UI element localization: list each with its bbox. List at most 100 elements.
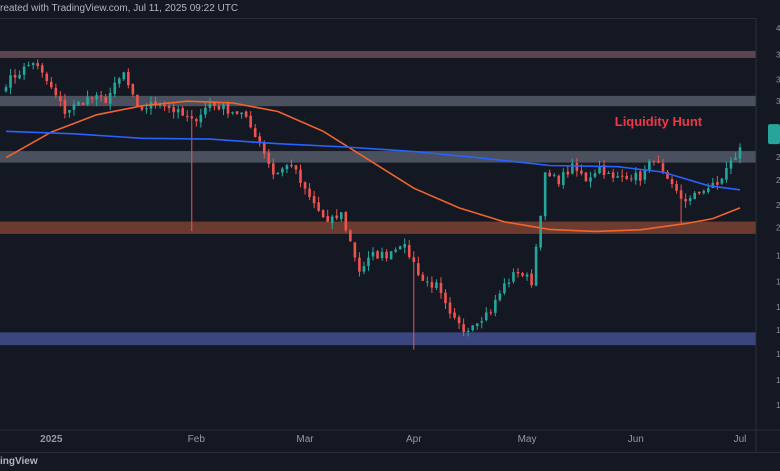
candle	[448, 297, 452, 319]
candle	[22, 62, 26, 80]
candle	[86, 90, 89, 107]
candle	[294, 164, 298, 175]
candle-body	[294, 165, 298, 170]
candle-body	[484, 312, 488, 321]
candle-body	[716, 182, 719, 185]
candle-body	[494, 299, 497, 313]
candle-body	[666, 171, 669, 179]
moving-averages-layer	[5, 100, 741, 233]
candle	[362, 261, 366, 275]
candle-body	[77, 101, 80, 106]
candle-body	[285, 165, 289, 170]
candle-body	[507, 282, 511, 284]
candle	[620, 169, 624, 182]
candle-body	[145, 108, 148, 110]
candle	[181, 105, 185, 117]
candle	[616, 171, 619, 178]
candle	[575, 158, 579, 177]
price-tick-label: 1	[776, 278, 780, 287]
candle	[629, 174, 633, 182]
candle	[507, 278, 511, 288]
brand-footer-text: ingView	[0, 456, 38, 467]
demand-zone	[0, 332, 756, 346]
candle	[18, 70, 21, 80]
candle	[598, 160, 601, 175]
candle-body	[711, 182, 715, 189]
candle	[290, 159, 293, 168]
candle-body	[389, 251, 393, 260]
price-tick-label: 2	[776, 201, 780, 210]
candles-layer	[4, 59, 742, 350]
candle-body	[50, 81, 53, 88]
candle-body	[675, 184, 678, 191]
candle-body	[457, 317, 461, 324]
price-tick-label: 4	[776, 24, 780, 33]
candle	[285, 163, 289, 174]
price-tick-label: 1	[776, 376, 780, 385]
candle	[426, 276, 429, 287]
candle	[231, 111, 234, 115]
price-tick-label: 2	[776, 176, 780, 185]
candle-body	[720, 178, 724, 184]
candle-body	[693, 192, 696, 200]
candle-body	[516, 271, 520, 274]
candle	[204, 102, 207, 119]
candle	[444, 289, 447, 309]
candle	[4, 84, 8, 93]
time-tick-label: Jul	[734, 434, 747, 445]
candle-body	[99, 95, 103, 97]
candle	[45, 71, 49, 85]
candle	[670, 176, 674, 189]
price-tick-label: 1	[776, 326, 780, 335]
candle	[190, 109, 194, 232]
candle	[693, 190, 696, 200]
price-tick-label: 2	[776, 153, 780, 162]
candle	[36, 59, 40, 70]
candle	[738, 143, 742, 164]
candle-body	[36, 63, 40, 66]
candle	[72, 99, 76, 116]
candle-body	[480, 321, 484, 323]
candle	[208, 97, 212, 112]
candle	[136, 94, 139, 107]
candle-body	[276, 172, 280, 175]
candle-body	[367, 257, 370, 266]
candle	[394, 247, 397, 254]
candle	[561, 168, 565, 189]
candle-body	[430, 282, 434, 288]
candle	[525, 272, 529, 281]
candle-body	[339, 212, 343, 219]
price-tick-label: 2	[776, 224, 780, 233]
candle-body	[194, 119, 198, 122]
candle-body	[503, 283, 506, 294]
candle	[376, 250, 379, 259]
candle	[484, 307, 488, 322]
candle	[199, 108, 203, 128]
candle	[194, 117, 198, 127]
candle	[471, 325, 474, 332]
price-tick-label: 1	[776, 303, 780, 312]
candle	[344, 211, 348, 233]
candle	[548, 169, 552, 177]
candle-body	[40, 65, 44, 73]
candle	[321, 209, 325, 219]
candle	[113, 76, 117, 98]
candle	[462, 318, 465, 337]
candle	[299, 164, 302, 188]
candle-body	[172, 107, 175, 113]
candle-body	[267, 152, 271, 164]
candle-body	[199, 114, 203, 123]
candle-body	[371, 251, 375, 257]
candle	[684, 193, 687, 208]
candle	[185, 110, 189, 122]
candle-body	[226, 103, 230, 114]
candle-body	[652, 160, 656, 162]
candle-body	[59, 96, 62, 102]
candle-body	[376, 251, 379, 259]
candle-body	[661, 163, 665, 172]
candle-body	[249, 115, 252, 128]
price-tick-label: 3	[776, 97, 780, 106]
top-resistance-zone	[0, 50, 756, 58]
candle	[81, 102, 85, 106]
